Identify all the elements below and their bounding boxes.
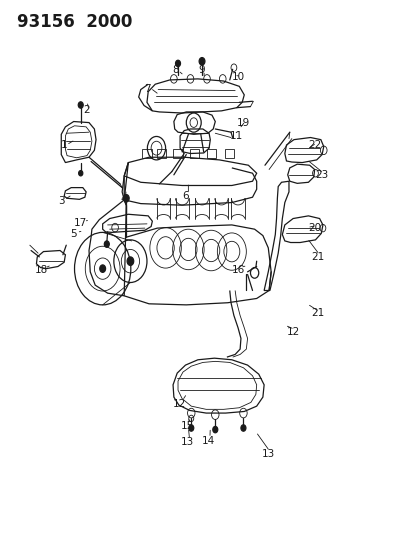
Text: 10: 10 bbox=[231, 72, 244, 82]
Text: 21: 21 bbox=[311, 252, 324, 262]
Text: 17: 17 bbox=[74, 218, 87, 228]
Text: 93156  2000: 93156 2000 bbox=[17, 13, 132, 31]
Text: 19: 19 bbox=[236, 118, 249, 127]
Text: 2: 2 bbox=[83, 106, 90, 115]
Text: 15: 15 bbox=[180, 422, 194, 431]
Text: 8: 8 bbox=[172, 66, 179, 75]
Text: 13: 13 bbox=[180, 438, 194, 447]
Circle shape bbox=[78, 171, 83, 176]
Text: 12: 12 bbox=[172, 399, 185, 409]
Text: 12: 12 bbox=[286, 327, 299, 336]
Text: 3: 3 bbox=[58, 197, 64, 206]
Text: 23: 23 bbox=[315, 170, 328, 180]
Text: 13: 13 bbox=[261, 449, 274, 459]
Text: 22: 22 bbox=[307, 140, 320, 150]
Text: 21: 21 bbox=[311, 309, 324, 318]
Text: 4: 4 bbox=[120, 194, 126, 204]
Text: 6: 6 bbox=[182, 191, 188, 201]
Text: 20: 20 bbox=[307, 223, 320, 232]
Circle shape bbox=[100, 265, 105, 272]
Text: 1: 1 bbox=[61, 140, 67, 150]
Text: 16: 16 bbox=[231, 265, 244, 274]
Circle shape bbox=[212, 426, 217, 433]
Circle shape bbox=[240, 425, 245, 431]
Circle shape bbox=[78, 102, 83, 108]
Circle shape bbox=[127, 257, 133, 265]
Text: 14: 14 bbox=[201, 436, 214, 446]
Text: 7: 7 bbox=[143, 84, 150, 94]
Text: 9: 9 bbox=[198, 66, 205, 75]
Circle shape bbox=[123, 195, 129, 202]
Text: 18: 18 bbox=[35, 265, 48, 274]
Circle shape bbox=[175, 60, 180, 67]
Circle shape bbox=[188, 425, 193, 431]
Circle shape bbox=[199, 58, 204, 65]
Text: 5: 5 bbox=[70, 229, 77, 239]
Text: 11: 11 bbox=[230, 132, 243, 141]
Circle shape bbox=[104, 241, 109, 247]
